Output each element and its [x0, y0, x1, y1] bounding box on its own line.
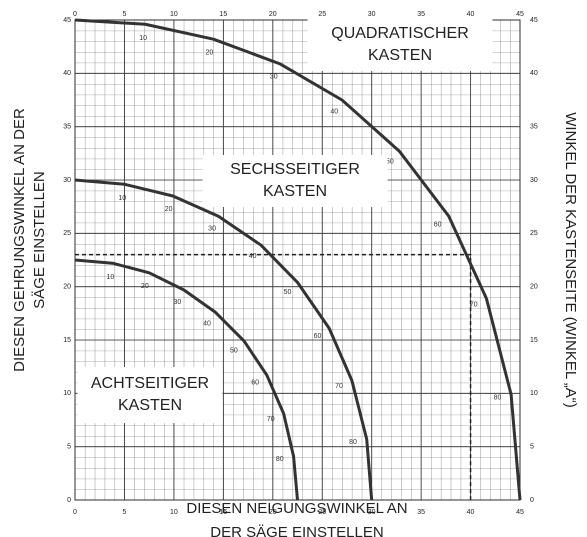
x-top-tick-label: 40 — [467, 11, 475, 18]
y-axis-title: DIESEN GEHRUNGSWINKEL AN DER — [11, 108, 28, 372]
series-label: ACHTSEITIGER — [91, 375, 209, 392]
x-top-tick-label: 35 — [417, 11, 425, 18]
arc-tick-label: 60 — [434, 222, 442, 229]
y2-tick-label: 5 — [530, 444, 534, 451]
y-tick-label: 20 — [63, 284, 71, 291]
y2-tick-label: 20 — [530, 284, 538, 291]
x-top-tick-label: 5 — [122, 11, 126, 18]
arc-tick-label: 30 — [173, 299, 181, 306]
y2-tick-label: 10 — [530, 390, 538, 397]
arc-tick-label: 10 — [139, 35, 147, 42]
x-top-tick-label: 15 — [219, 11, 227, 18]
y-tick-label: 30 — [63, 177, 71, 184]
arc-tick-label: 50 — [386, 158, 394, 165]
arc-tick-label: 40 — [249, 253, 257, 260]
x-top-tick-label: 20 — [269, 11, 277, 18]
y-tick-label: 35 — [63, 124, 71, 131]
y-tick-label: 0 — [67, 497, 71, 504]
arc-tick-label: 50 — [284, 289, 292, 296]
arc-tick-label: 60 — [314, 333, 322, 340]
x-tick-label: 15 — [219, 509, 227, 516]
label-box — [77, 367, 223, 423]
y2-tick-label: 15 — [530, 337, 538, 344]
plot-area — [74, 19, 521, 501]
x-tick-label: 0 — [73, 509, 77, 516]
y2-axis-title: WINKEL DER KASTENSEITE (WINKEL „A“) — [562, 112, 579, 408]
arc-tick-label: 70 — [470, 301, 478, 308]
y2-tick-label: 30 — [530, 177, 538, 184]
y2-tick-label: 35 — [530, 124, 538, 131]
arc-tick-label: 20 — [141, 283, 149, 290]
y2-tick-label: 45 — [530, 17, 538, 24]
x-top-tick-label: 30 — [368, 11, 376, 18]
arc-tick-label: 40 — [203, 320, 211, 327]
arc-tick-label: 20 — [165, 206, 173, 213]
x-top-tick-label: 0 — [73, 11, 77, 18]
x-top-tick-label: 25 — [318, 11, 326, 18]
x-tick-label: 20 — [269, 509, 277, 516]
y-tick-label: 25 — [63, 230, 71, 237]
x-tick-label: 10 — [170, 509, 178, 516]
y-tick-label: 15 — [63, 337, 71, 344]
arc-tick-label: 10 — [106, 274, 114, 281]
arc-tick-label: 10 — [118, 195, 126, 202]
arc-tick-label: 60 — [251, 380, 259, 387]
x-tick-label: 40 — [467, 509, 475, 516]
series-label: KASTEN — [118, 397, 182, 414]
arc-tick-label: 40 — [330, 108, 338, 115]
arc-tick-label: 80 — [276, 456, 284, 463]
label-box — [307, 19, 493, 71]
series-label: QUADRATISCHER — [331, 25, 469, 42]
x-tick-label: 35 — [417, 509, 425, 516]
y-tick-label: 40 — [63, 70, 71, 77]
arc-tick-label: 80 — [349, 439, 357, 446]
y-tick-label: 45 — [63, 17, 71, 24]
series-label: KASTEN — [368, 47, 432, 64]
arc-tick-label: 70 — [335, 383, 343, 390]
arc-tick-label: 30 — [270, 73, 278, 80]
x-tick-label: 30 — [368, 509, 376, 516]
curve — [74, 258, 299, 501]
arc-tick-label: 80 — [494, 395, 502, 402]
x-top-tick-label: 45 — [516, 11, 524, 18]
series-label: SECHSSEITIGER — [230, 161, 360, 178]
y-tick-label: 10 — [63, 390, 71, 397]
arc-tick-label: 50 — [230, 347, 238, 354]
x-tick-label: 5 — [122, 509, 126, 516]
x-top-tick-label: 10 — [170, 11, 178, 18]
series-label: KASTEN — [263, 183, 327, 200]
y-axis-title: SÄGE EINSTELLEN — [31, 171, 48, 309]
y2-tick-label: 0 — [530, 497, 534, 504]
arc-tick-label: 20 — [206, 49, 214, 56]
x-axis-title: DER SÄGE EINSTELLEN — [210, 524, 383, 537]
y2-tick-label: 40 — [530, 70, 538, 77]
arc-tick-label: 70 — [267, 416, 275, 423]
x-tick-label: 25 — [318, 509, 326, 516]
curve — [74, 18, 522, 501]
y-tick-label: 5 — [67, 444, 71, 451]
label-box — [202, 155, 388, 207]
curve — [74, 178, 374, 501]
guide-line — [75, 253, 472, 500]
x-tick-label: 45 — [516, 509, 524, 516]
arc-tick-label: 30 — [208, 226, 216, 233]
x-axis-title: DIESEN NEIGUNGSWINKEL AN — [186, 500, 407, 517]
y2-tick-label: 25 — [530, 230, 538, 237]
